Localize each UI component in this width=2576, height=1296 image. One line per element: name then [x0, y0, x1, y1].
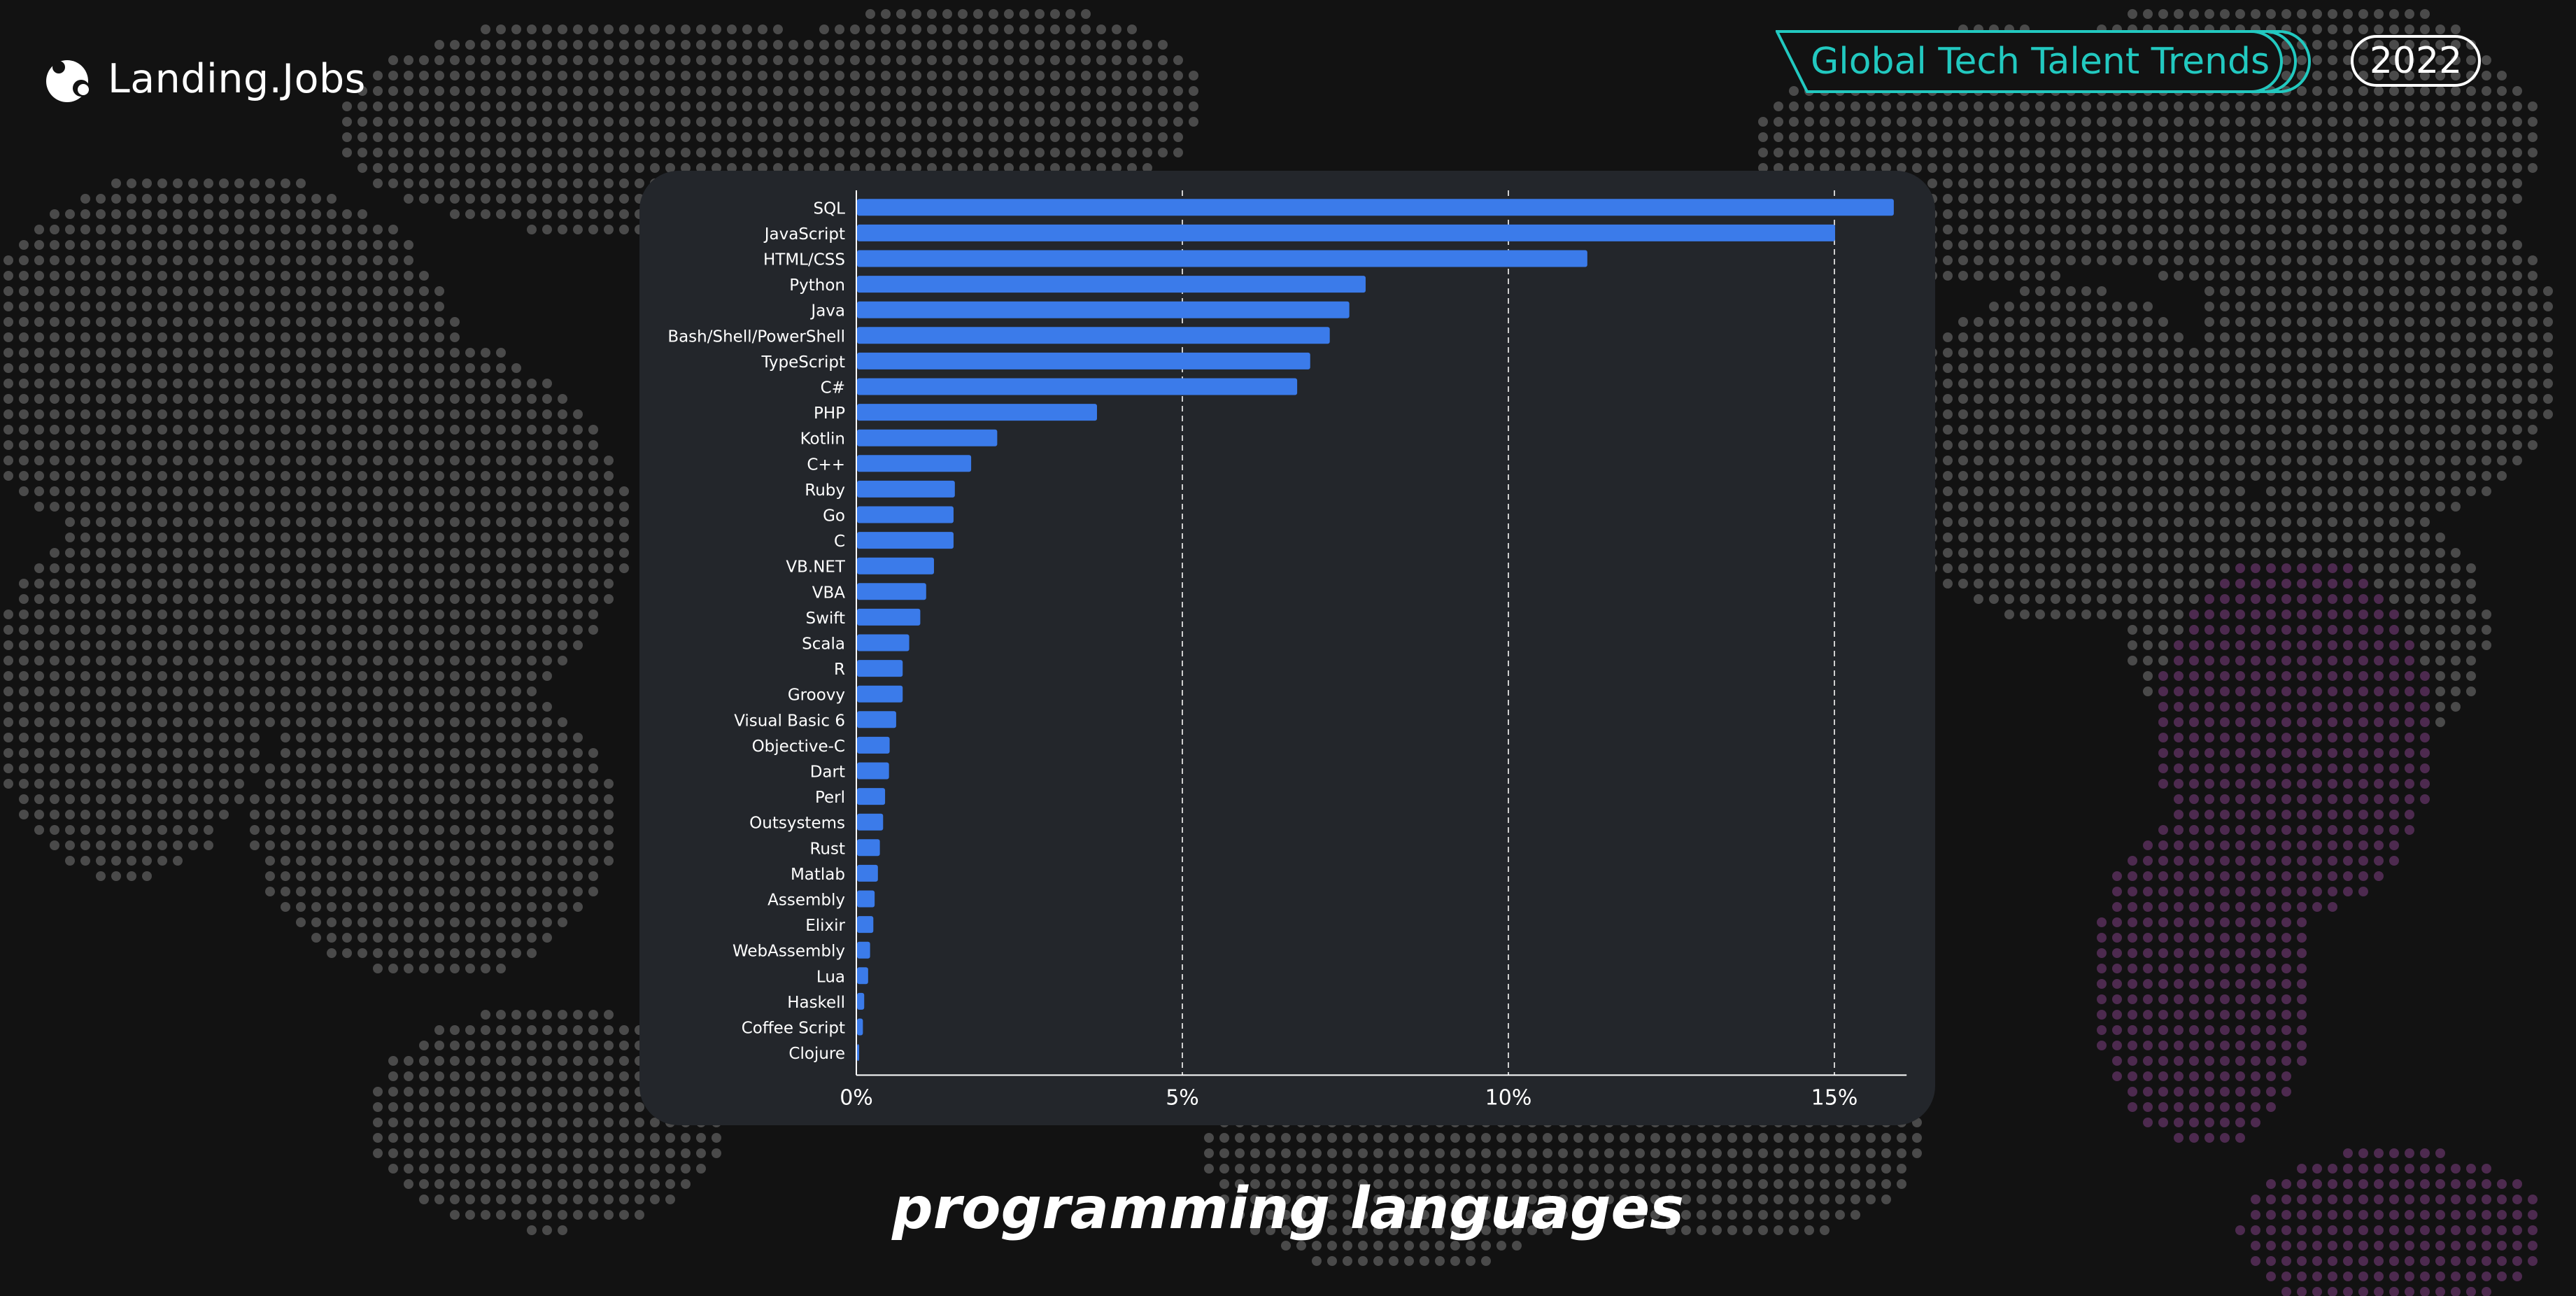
bar — [857, 762, 889, 780]
bar — [857, 404, 1097, 421]
bar — [857, 327, 1330, 344]
bar — [857, 250, 1587, 267]
y-tick-label: C# — [821, 379, 845, 397]
bar — [857, 864, 878, 882]
bar — [857, 634, 910, 651]
bar — [857, 813, 884, 831]
y-tick-label: Kotlin — [800, 430, 845, 449]
bar — [857, 378, 1298, 395]
bar — [857, 532, 954, 549]
y-tick-label: Go — [823, 507, 845, 526]
y-tick-label: R — [834, 661, 845, 679]
logo-text: Landing.Jobs — [108, 56, 366, 102]
y-tick-label: Outsystems — [749, 815, 845, 833]
y-tick-label: PHP — [814, 404, 845, 423]
bar — [857, 429, 998, 446]
report-badge: Global Tech Talent Trends — [1776, 29, 2328, 94]
bar — [857, 685, 903, 703]
bar — [857, 557, 934, 575]
y-tick-label: HTML/CSS — [763, 251, 845, 269]
y-tick-label: C — [834, 533, 845, 551]
bar — [857, 736, 890, 754]
bar — [857, 352, 1310, 369]
bar — [857, 455, 972, 472]
y-tick-label: Assembly — [767, 892, 845, 910]
y-tick-label: SQL — [813, 199, 845, 218]
bar — [857, 301, 1350, 318]
y-tick-label: Lua — [816, 968, 845, 986]
x-tick-label: 10% — [1485, 1085, 1532, 1110]
bar — [857, 199, 1894, 216]
bar — [857, 1018, 863, 1036]
bar — [857, 480, 955, 498]
stacked-badge-icon — [1776, 30, 2311, 93]
bar — [857, 608, 921, 626]
y-tick-label: Dart — [810, 763, 845, 782]
y-tick-label: Python — [789, 276, 845, 295]
bar — [857, 276, 1366, 293]
y-tick-label: Coffee Script — [742, 1020, 845, 1038]
y-tick-label: Groovy — [788, 686, 845, 705]
badge-text: Global Tech Talent Trends — [1811, 41, 2270, 83]
bar — [857, 839, 880, 857]
bar — [857, 941, 870, 959]
x-tick-label: 15% — [1811, 1085, 1858, 1110]
y-tick-label: Java — [809, 302, 845, 321]
y-tick-label: Elixir — [805, 917, 845, 935]
y-tick-label: Visual Basic 6 — [734, 712, 845, 730]
y-tick-label: Bash/Shell/PowerShell — [667, 327, 845, 346]
y-tick-label: Ruby — [805, 481, 845, 500]
chart-caption: programming languages — [892, 1176, 1684, 1242]
bar — [857, 1044, 859, 1062]
x-tick-label: 0% — [840, 1085, 873, 1110]
bar — [857, 711, 896, 728]
bar — [857, 583, 926, 600]
bar — [857, 890, 875, 908]
landing-jobs-logo-icon — [46, 60, 90, 102]
bar — [857, 967, 868, 985]
y-tick-label: C++ — [807, 456, 845, 474]
y-tick-label: Swift — [805, 610, 845, 628]
y-tick-label: Matlab — [791, 866, 845, 884]
x-tick-label: 5% — [1166, 1085, 1199, 1110]
y-tick-label: VBA — [812, 584, 846, 602]
y-tick-label: WebAssembly — [733, 943, 845, 961]
bar — [857, 660, 903, 677]
bar — [857, 992, 865, 1010]
logo[interactable]: Landing.Jobs — [41, 49, 366, 109]
y-tick-label: Scala — [802, 635, 845, 654]
bar — [857, 506, 954, 523]
y-tick-label: JavaScript — [763, 225, 845, 244]
bar — [857, 224, 1835, 241]
bar — [857, 916, 874, 934]
y-tick-label: VB.NET — [786, 558, 846, 577]
y-tick-label: Rust — [809, 840, 845, 858]
bar — [857, 788, 886, 805]
y-tick-label: Clojure — [788, 1045, 845, 1063]
y-tick-label: Haskell — [787, 994, 845, 1012]
y-tick-label: Perl — [815, 789, 845, 807]
y-tick-label: TypeScript — [760, 353, 845, 372]
year-badge: 2022 — [2351, 35, 2481, 87]
y-tick-label: Objective-C — [752, 738, 845, 756]
